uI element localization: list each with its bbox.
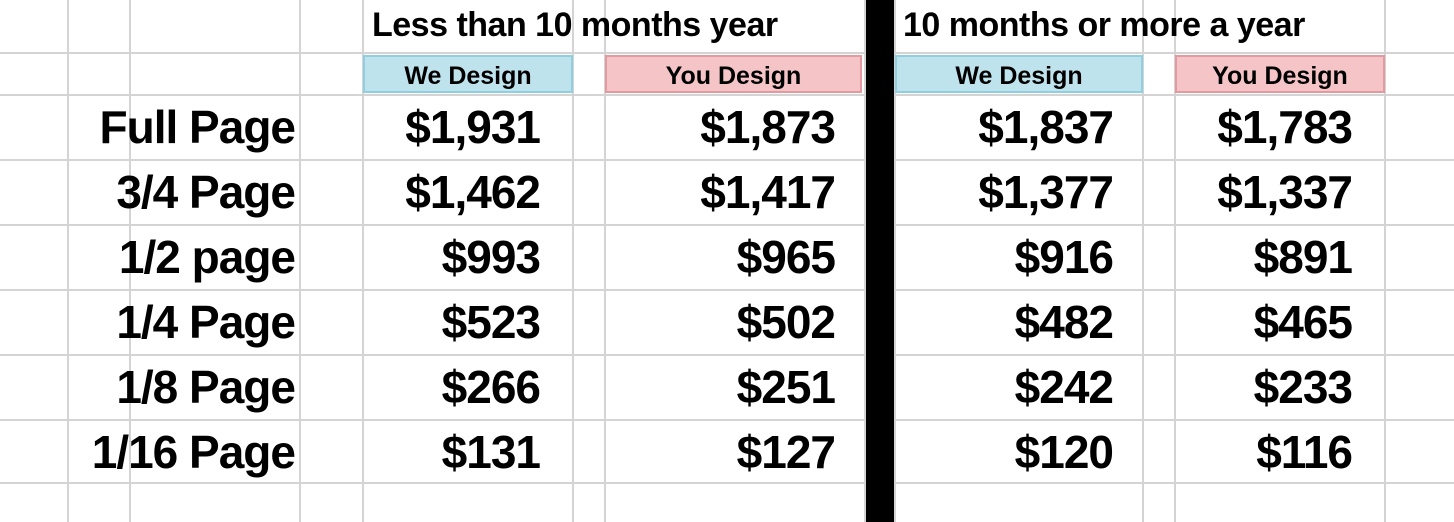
row-label: 1/2 page — [118, 231, 296, 283]
price-cell: $1,783 — [1217, 101, 1353, 153]
price-cell: $993 — [441, 231, 541, 283]
price-cell: $251 — [736, 361, 836, 413]
price-cell: $242 — [1014, 361, 1114, 413]
row-label: 1/16 Page — [91, 426, 296, 478]
column-header: You Design — [605, 55, 862, 93]
price-cell: $1,417 — [700, 166, 836, 218]
price-cell: $965 — [736, 231, 836, 283]
divider — [866, 0, 894, 522]
price-cell: $127 — [736, 426, 836, 478]
price-cell: $482 — [1014, 296, 1114, 348]
price-cell: $1,462 — [405, 166, 541, 218]
price-cell: $1,337 — [1217, 166, 1353, 218]
price-cell: $523 — [441, 296, 541, 348]
price-cell: $1,837 — [978, 101, 1114, 153]
price-cell: $266 — [441, 361, 541, 413]
price-cell: $131 — [441, 426, 541, 478]
price-cell: $502 — [736, 296, 836, 348]
group-header: Less than 10 months year — [372, 6, 778, 44]
group-header: 10 months or more a year — [903, 6, 1305, 44]
price-cell: $465 — [1253, 296, 1353, 348]
price-cell: $233 — [1253, 361, 1353, 413]
column-header: You Design — [1175, 55, 1385, 93]
row-label: 1/4 Page — [116, 296, 296, 348]
column-header: We Design — [895, 55, 1143, 93]
price-cell: $916 — [1014, 231, 1114, 283]
price-cell: $1,377 — [978, 166, 1114, 218]
price-cell: $1,873 — [700, 101, 836, 153]
price-cell: $1,931 — [405, 101, 541, 153]
price-cell: $120 — [1014, 426, 1114, 478]
row-label: 1/8 Page — [116, 361, 296, 413]
row-label: 3/4 Page — [116, 166, 296, 218]
column-header: We Design — [363, 55, 573, 93]
row-label: Full Page — [99, 101, 296, 153]
price-cell: $116 — [1256, 426, 1353, 478]
price-cell: $891 — [1253, 231, 1353, 283]
